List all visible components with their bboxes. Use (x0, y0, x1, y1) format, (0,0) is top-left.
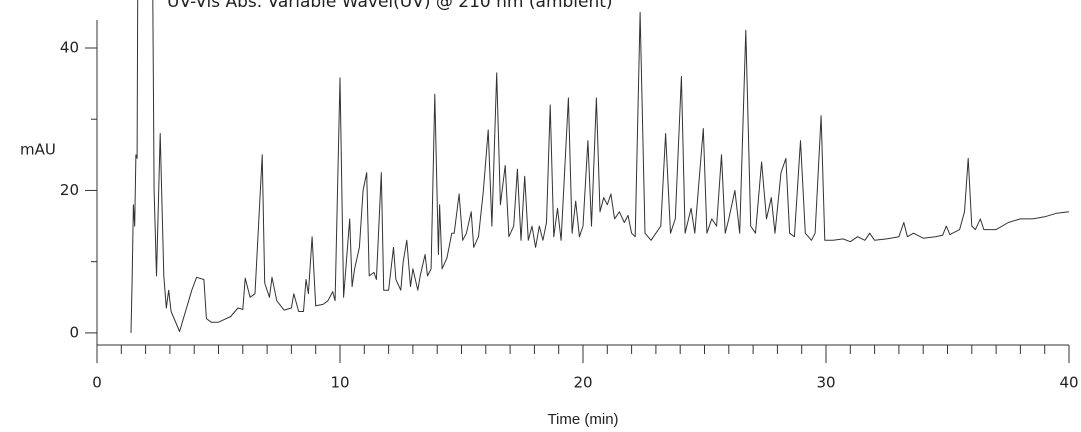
x-tick-label: 40 (1059, 374, 1078, 392)
x-tick-label: 10 (330, 374, 349, 392)
x-tick-label: 20 (573, 374, 592, 392)
y-tick-label: 20 (60, 181, 79, 199)
x-tick-label: 0 (92, 374, 102, 392)
x-axis-label: Time (min) (547, 411, 618, 428)
signal-line (130, 0, 1070, 333)
x-tick-label: 30 (816, 374, 835, 392)
y-axis-label: mAU (20, 141, 56, 159)
y-tick-label: 40 (60, 39, 79, 57)
y-tick-label: 0 (69, 323, 79, 341)
chart-title: UV-Vis Abs. Variable Wavel(UV) @ 210 nm … (167, 0, 613, 12)
